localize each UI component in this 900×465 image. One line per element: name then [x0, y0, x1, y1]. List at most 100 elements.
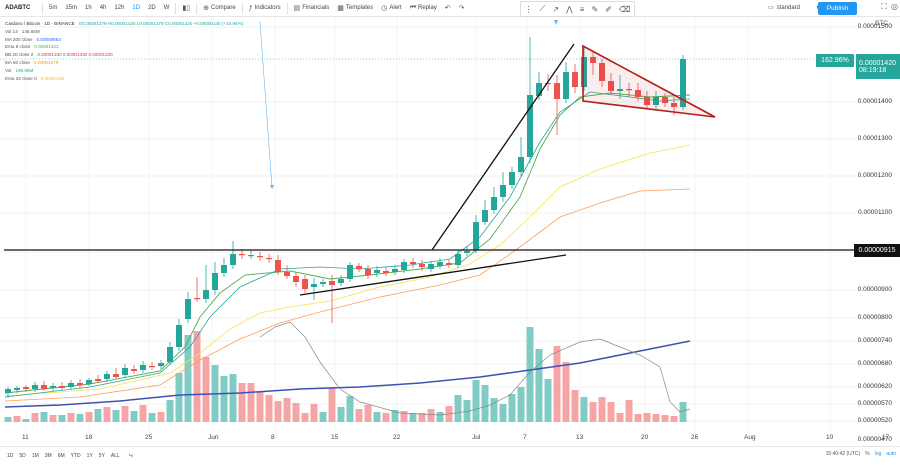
drag-handle-icon[interactable]: ⋮	[524, 4, 533, 14]
legend-row-value: 0.00000663	[36, 36, 61, 42]
snapshot-icon[interactable]: ◎	[891, 2, 898, 11]
pen-icon[interactable]: ✐	[605, 4, 612, 14]
undo-button[interactable]: ↶	[441, 0, 455, 17]
candle-body	[680, 59, 686, 107]
price-tick-label: 0.00000470	[857, 436, 892, 443]
drawing-toolbar: ⋮ ⟋ ↗ ⋀ ≡ ✎ ✐ ⌫	[520, 1, 635, 17]
candle-body	[356, 266, 362, 269]
legend-title-row: Cardano / Bitcoin · 1D · BINANCE O0.0000…	[5, 20, 243, 28]
legend-row[interactable]: Ema 34 close 0 0.00001195	[5, 75, 243, 83]
timeframe-2d[interactable]: 2D	[144, 0, 160, 17]
volume-bar	[283, 398, 291, 422]
range-button[interactable]: 3M	[44, 453, 52, 459]
legend-row[interactable]: BB 20 close 2 0.00001330 0.00001330 0.000…	[5, 51, 243, 59]
date-tick-label: Aug	[744, 434, 756, 441]
bb-basis-line	[4, 91, 691, 398]
volume-bar	[148, 413, 156, 422]
timeframe-1h[interactable]: 1h	[81, 0, 96, 17]
legend-row[interactable]: MA 50 close 0.00001070	[5, 59, 243, 67]
timeframe-5m[interactable]: 5m	[45, 0, 61, 17]
timeframe-15m[interactable]: 15m	[61, 0, 81, 17]
eraser-icon[interactable]: ⌫	[619, 4, 631, 14]
timeframe-1d[interactable]: 1D	[128, 0, 144, 17]
templates-label: Templates	[345, 5, 374, 11]
percent-toggle[interactable]: %	[865, 451, 870, 457]
timeframe-4h[interactable]: 4h	[96, 0, 111, 17]
volume-bar	[139, 405, 147, 422]
top-toolbar: ADABTC 5m 15m 1h 4h 12h 1D 2D W ▮▯ ⊕ Comp…	[0, 0, 900, 17]
candle-body	[491, 197, 497, 210]
alert-label: Alert	[389, 5, 402, 11]
range-button[interactable]: 1M	[31, 453, 39, 459]
scale-mode-label: standard	[776, 4, 801, 11]
date-tick-label: 25	[145, 434, 153, 441]
financials-button[interactable]: ▤ Financials	[290, 0, 334, 17]
volume-bar	[382, 413, 390, 422]
alert-button[interactable]: ◷ Alert	[377, 0, 405, 17]
range-button[interactable]: 6M	[57, 453, 65, 459]
candle-body	[572, 72, 578, 87]
volume-bar	[544, 379, 552, 422]
volume-bar	[499, 404, 507, 422]
legend-row-value: 196.08M	[15, 67, 34, 73]
legend-row[interactable]: Vol 196.08M	[5, 67, 243, 75]
templates-button[interactable]: ▦ Templates	[333, 0, 377, 17]
legend-row-name: Vol	[5, 67, 12, 73]
candle-body	[194, 298, 200, 300]
candle-body	[635, 90, 641, 97]
symbol-search[interactable]: ADABTC	[0, 0, 40, 17]
last-price: 0.00001420	[859, 59, 896, 67]
volume-bar	[418, 413, 426, 422]
candle-body	[527, 95, 533, 157]
legend-row-value: 0.00001070	[34, 59, 59, 65]
candle-body	[536, 83, 542, 96]
legend-row[interactable]: Ema 8 close 0.00001323	[5, 43, 243, 51]
clock-time[interactable]: 15:40:42 (UTC)	[825, 451, 861, 457]
range-button[interactable]: 5D	[19, 453, 26, 459]
volume-bar	[391, 410, 399, 422]
brush-icon[interactable]: ✎	[591, 4, 599, 14]
range-button[interactable]: ALL	[110, 453, 120, 459]
range-button[interactable]: YTD	[70, 453, 81, 459]
trend-line-icon[interactable]: ⟋	[539, 4, 546, 13]
legend-row[interactable]: Vol 14 145.65M	[5, 28, 243, 36]
legend-row[interactable]: MA 200 close 0.00000663	[5, 36, 243, 44]
ray-icon[interactable]: ↗	[552, 4, 559, 14]
redo-button[interactable]: ↷	[455, 0, 469, 17]
fib-icon[interactable]: ≡	[579, 4, 585, 14]
volume-bar	[13, 416, 21, 422]
auto-toggle[interactable]: auto	[886, 451, 896, 457]
candle-body	[77, 383, 83, 385]
chart-type-button[interactable]: ▮▯	[178, 0, 194, 17]
candles-icon: ▮▯	[182, 5, 191, 12]
date-tick-label: 18	[85, 434, 93, 441]
volume-bar	[490, 398, 498, 422]
indicators-button[interactable]: ƒ Indicators	[245, 0, 285, 17]
candle-body	[185, 299, 191, 319]
candle-body	[410, 262, 416, 264]
volume-bar	[265, 395, 273, 422]
volume-bar	[157, 412, 165, 422]
price-chart[interactable]	[0, 17, 856, 434]
log-toggle[interactable]: log	[874, 451, 882, 457]
candle-body	[122, 368, 128, 375]
volume-bar	[409, 413, 417, 422]
timeframe-12h[interactable]: 12h	[110, 0, 128, 17]
replay-label: Replay	[418, 5, 437, 11]
percent-change-tag: 162.96%	[816, 54, 854, 67]
range-button[interactable]: 1D	[7, 453, 14, 459]
scale-mode-select[interactable]: ▭ standard	[768, 4, 801, 12]
replay-button[interactable]: ⏮ Replay	[406, 0, 441, 17]
fullscreen-icon[interactable]: ⛶	[881, 2, 888, 11]
candle-body	[329, 281, 335, 285]
goto-date-icon[interactable]: ⤷	[128, 452, 133, 459]
volume-bar	[526, 327, 534, 422]
range-button[interactable]: 1Y	[86, 453, 93, 459]
range-button[interactable]: 5Y	[98, 453, 105, 459]
compare-button[interactable]: ⊕ Compare	[199, 0, 240, 17]
pattern-icon[interactable]: ⋀	[566, 4, 573, 14]
timeframe-w[interactable]: W	[160, 0, 174, 17]
volume-bar	[634, 414, 642, 422]
price-tick-label: 0.00001300	[857, 135, 892, 142]
publish-button[interactable]: Publish	[818, 2, 857, 15]
